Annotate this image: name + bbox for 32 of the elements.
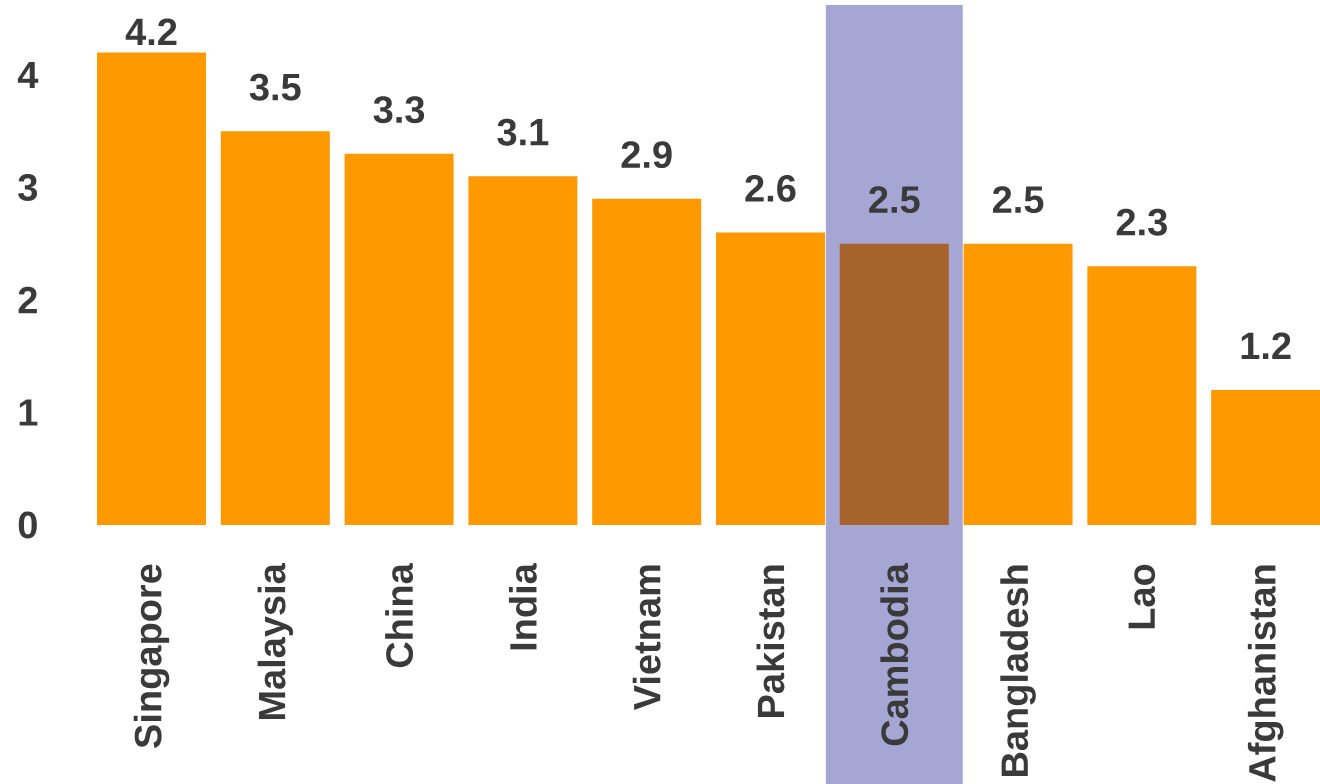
bar — [220, 131, 330, 525]
y-tick-label: 0 — [18, 511, 37, 539]
data-label: 1.2 — [1241, 332, 1291, 359]
bar — [97, 52, 207, 525]
y-tick-label: 3 — [18, 174, 38, 201]
y-tick-label: 1 — [19, 399, 38, 426]
x-tick-label: Bangladesh — [1000, 565, 1036, 777]
data-label: 3.5 — [249, 73, 301, 101]
data-label: 4.2 — [125, 18, 177, 45]
x-tick-label: Lao — [1128, 564, 1156, 629]
x-tick-label: India — [508, 562, 537, 650]
bar — [468, 176, 578, 525]
bar — [1087, 266, 1197, 525]
data-label: 2.5 — [869, 186, 920, 214]
x-tick-label: Malaysia — [257, 562, 294, 720]
data-label: 2.5 — [992, 186, 1044, 214]
x-tick-label: Vietnam — [632, 565, 661, 711]
data-label: 2.9 — [621, 141, 672, 169]
y-tick-label: 4 — [17, 61, 39, 89]
bar — [592, 198, 702, 525]
bar — [1211, 389, 1320, 525]
x-tick-label: Pakistan — [756, 565, 785, 717]
y-tick-label: 2 — [18, 286, 37, 314]
data-label: 3.1 — [497, 118, 549, 146]
data-label: 2.3 — [1116, 208, 1167, 236]
x-tick-label: Afghanistan — [1247, 565, 1284, 782]
x-tick-label: Singapore — [133, 564, 170, 748]
bar — [344, 153, 454, 525]
data-label: 2.6 — [745, 174, 796, 202]
data-label: 3.3 — [373, 96, 425, 124]
x-tick-label: Cambodia — [880, 562, 909, 746]
x-tick-label: China — [385, 562, 414, 668]
